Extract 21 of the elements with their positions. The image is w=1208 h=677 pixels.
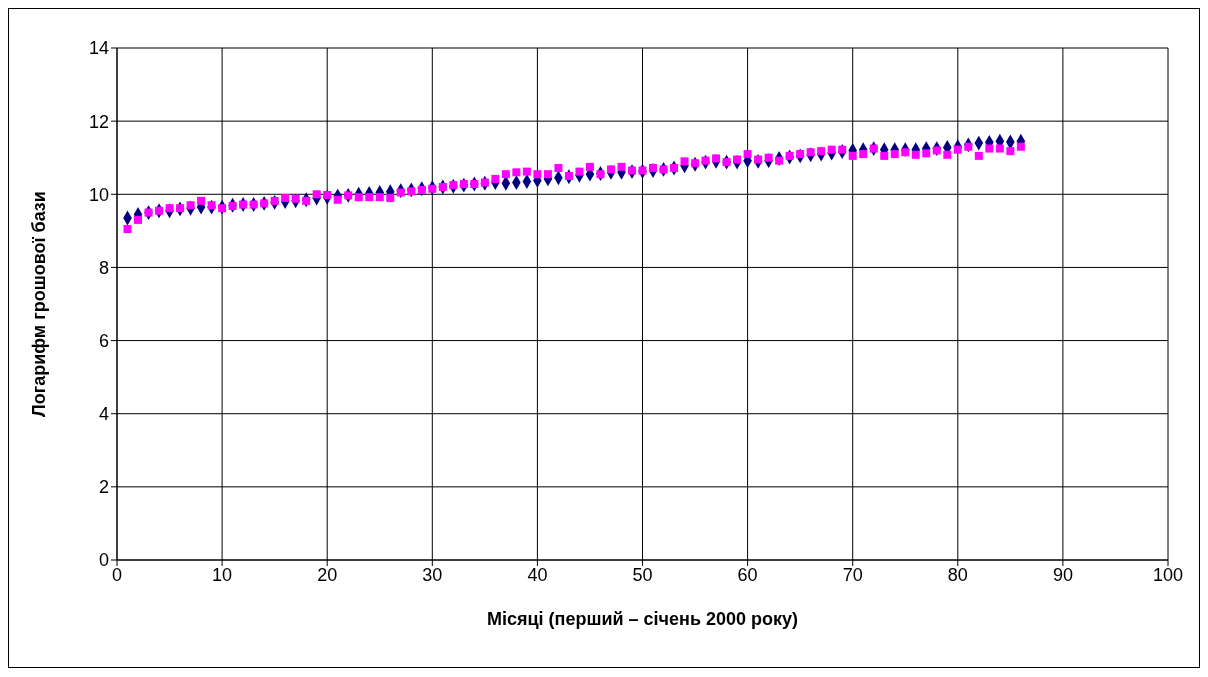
x-tick-label: 50 — [632, 564, 653, 585]
x-tick-label: 40 — [527, 564, 548, 585]
y-axis-title: Логарифм грошової бази — [29, 191, 50, 417]
x-tick-label: 90 — [1052, 564, 1073, 585]
y-tick-label: 0 — [98, 550, 109, 571]
y-tick-label: 4 — [98, 404, 109, 425]
x-tick-label: 30 — [422, 564, 443, 585]
x-tick-label: 10 — [212, 564, 233, 585]
y-tick-label: 12 — [88, 111, 109, 132]
x-tick-label: 20 — [317, 564, 338, 585]
y-tick-label: 14 — [88, 38, 109, 59]
x-tick-label: 0 — [111, 564, 123, 585]
x-axis-title: Місяці (перший – січень 2000 року) — [486, 609, 799, 629]
x-tick-label: 60 — [737, 564, 758, 585]
y-tick-label: 6 — [98, 330, 109, 351]
x-tick-label: 70 — [842, 564, 863, 585]
y-tick-label: 8 — [98, 257, 109, 278]
y-tick-label: 2 — [98, 477, 109, 498]
x-tick-label: 100 — [1152, 564, 1184, 585]
x-tick-label: 80 — [947, 564, 968, 585]
y-tick-label: 10 — [88, 184, 109, 205]
